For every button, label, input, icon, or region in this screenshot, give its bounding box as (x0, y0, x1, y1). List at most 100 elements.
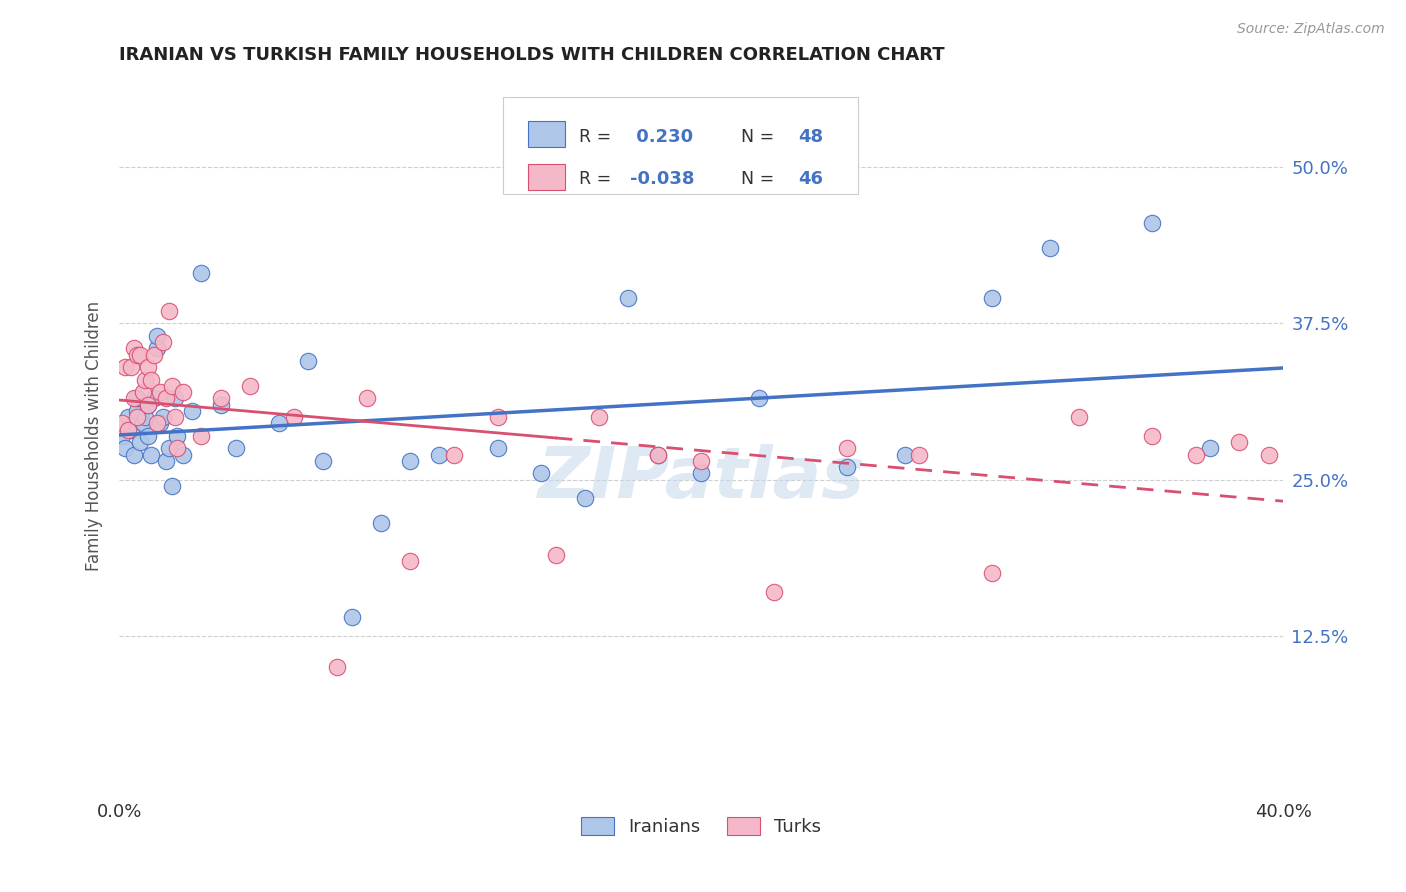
Point (163, 392, 186, 406)
Point (172, 385, 194, 400)
Point (166, 429, 188, 443)
Point (1039, 241, 1062, 255)
Point (172, 448, 194, 462)
Point (647, 448, 669, 462)
Point (152, 335, 174, 350)
Point (894, 448, 917, 462)
Point (157, 442, 180, 456)
Point (138, 429, 160, 443)
Point (111, 417, 134, 431)
Point (209, 392, 232, 406)
Point (166, 442, 188, 456)
Point (530, 467, 553, 481)
FancyBboxPatch shape (527, 121, 565, 147)
Point (134, 373, 156, 387)
Point (443, 448, 465, 462)
Point (131, 385, 153, 400)
Point (138, 398, 160, 412)
Point (690, 467, 713, 481)
Point (138, 398, 160, 412)
Point (617, 291, 640, 305)
Point (427, 448, 450, 462)
Point (143, 392, 166, 406)
Point (120, 423, 142, 437)
Point (122, 342, 145, 356)
Point (163, 410, 186, 425)
Text: R =: R = (579, 128, 617, 145)
Text: 48: 48 (797, 128, 823, 145)
Point (399, 454, 422, 468)
Point (762, 585, 785, 599)
Point (152, 410, 174, 425)
FancyBboxPatch shape (503, 97, 858, 194)
Point (981, 566, 1004, 581)
Point (149, 417, 172, 431)
Point (486, 442, 509, 456)
Point (114, 360, 136, 375)
Point (111, 429, 134, 443)
Text: R =: R = (579, 170, 617, 188)
Point (1185, 448, 1208, 462)
Legend: Iranians, Turks: Iranians, Turks (574, 810, 828, 844)
Point (134, 410, 156, 425)
Point (125, 348, 148, 362)
Text: -0.038: -0.038 (630, 170, 695, 188)
Point (146, 417, 169, 431)
Point (128, 435, 150, 450)
Point (146, 329, 169, 343)
Point (690, 454, 713, 468)
Point (748, 392, 770, 406)
Point (190, 429, 212, 443)
Point (312, 454, 335, 468)
Point (131, 417, 153, 431)
Text: ZIPatlas: ZIPatlas (537, 444, 865, 513)
Point (114, 442, 136, 456)
Point (1069, 410, 1091, 425)
Point (835, 442, 858, 456)
Point (647, 448, 669, 462)
Point (283, 410, 305, 425)
Text: 46: 46 (797, 170, 823, 188)
Point (146, 342, 169, 356)
Point (297, 354, 319, 368)
Point (157, 303, 180, 318)
Text: N =: N = (730, 128, 780, 145)
Point (120, 360, 142, 375)
Point (122, 392, 145, 406)
Point (356, 392, 378, 406)
Point (1140, 216, 1163, 230)
Point (160, 479, 183, 493)
Point (122, 448, 145, 462)
Point (117, 410, 139, 425)
Point (399, 554, 422, 568)
Y-axis label: Family Households with Children: Family Households with Children (86, 301, 103, 571)
Point (1257, 448, 1279, 462)
Point (149, 385, 172, 400)
Point (225, 442, 247, 456)
Point (209, 398, 232, 412)
Point (835, 460, 858, 475)
Point (190, 266, 212, 280)
Text: N =: N = (730, 170, 780, 188)
Point (326, 660, 349, 674)
Point (125, 410, 148, 425)
Point (269, 417, 291, 431)
Point (155, 454, 177, 468)
Text: 0.230: 0.230 (630, 128, 693, 145)
Text: Source: ZipAtlas.com: Source: ZipAtlas.com (1237, 22, 1385, 37)
Point (125, 392, 148, 406)
Point (1199, 442, 1222, 456)
FancyBboxPatch shape (527, 164, 565, 190)
Point (181, 404, 204, 418)
Point (160, 379, 183, 393)
Point (155, 392, 177, 406)
Point (908, 448, 931, 462)
Point (486, 410, 509, 425)
Point (370, 516, 392, 531)
Point (574, 491, 596, 506)
Text: IRANIAN VS TURKISH FAMILY HOUSEHOLDS WITH CHILDREN CORRELATION CHART: IRANIAN VS TURKISH FAMILY HOUSEHOLDS WIT… (120, 46, 945, 64)
Point (141, 373, 163, 387)
Point (117, 423, 139, 437)
Point (138, 360, 160, 375)
Point (125, 404, 148, 418)
